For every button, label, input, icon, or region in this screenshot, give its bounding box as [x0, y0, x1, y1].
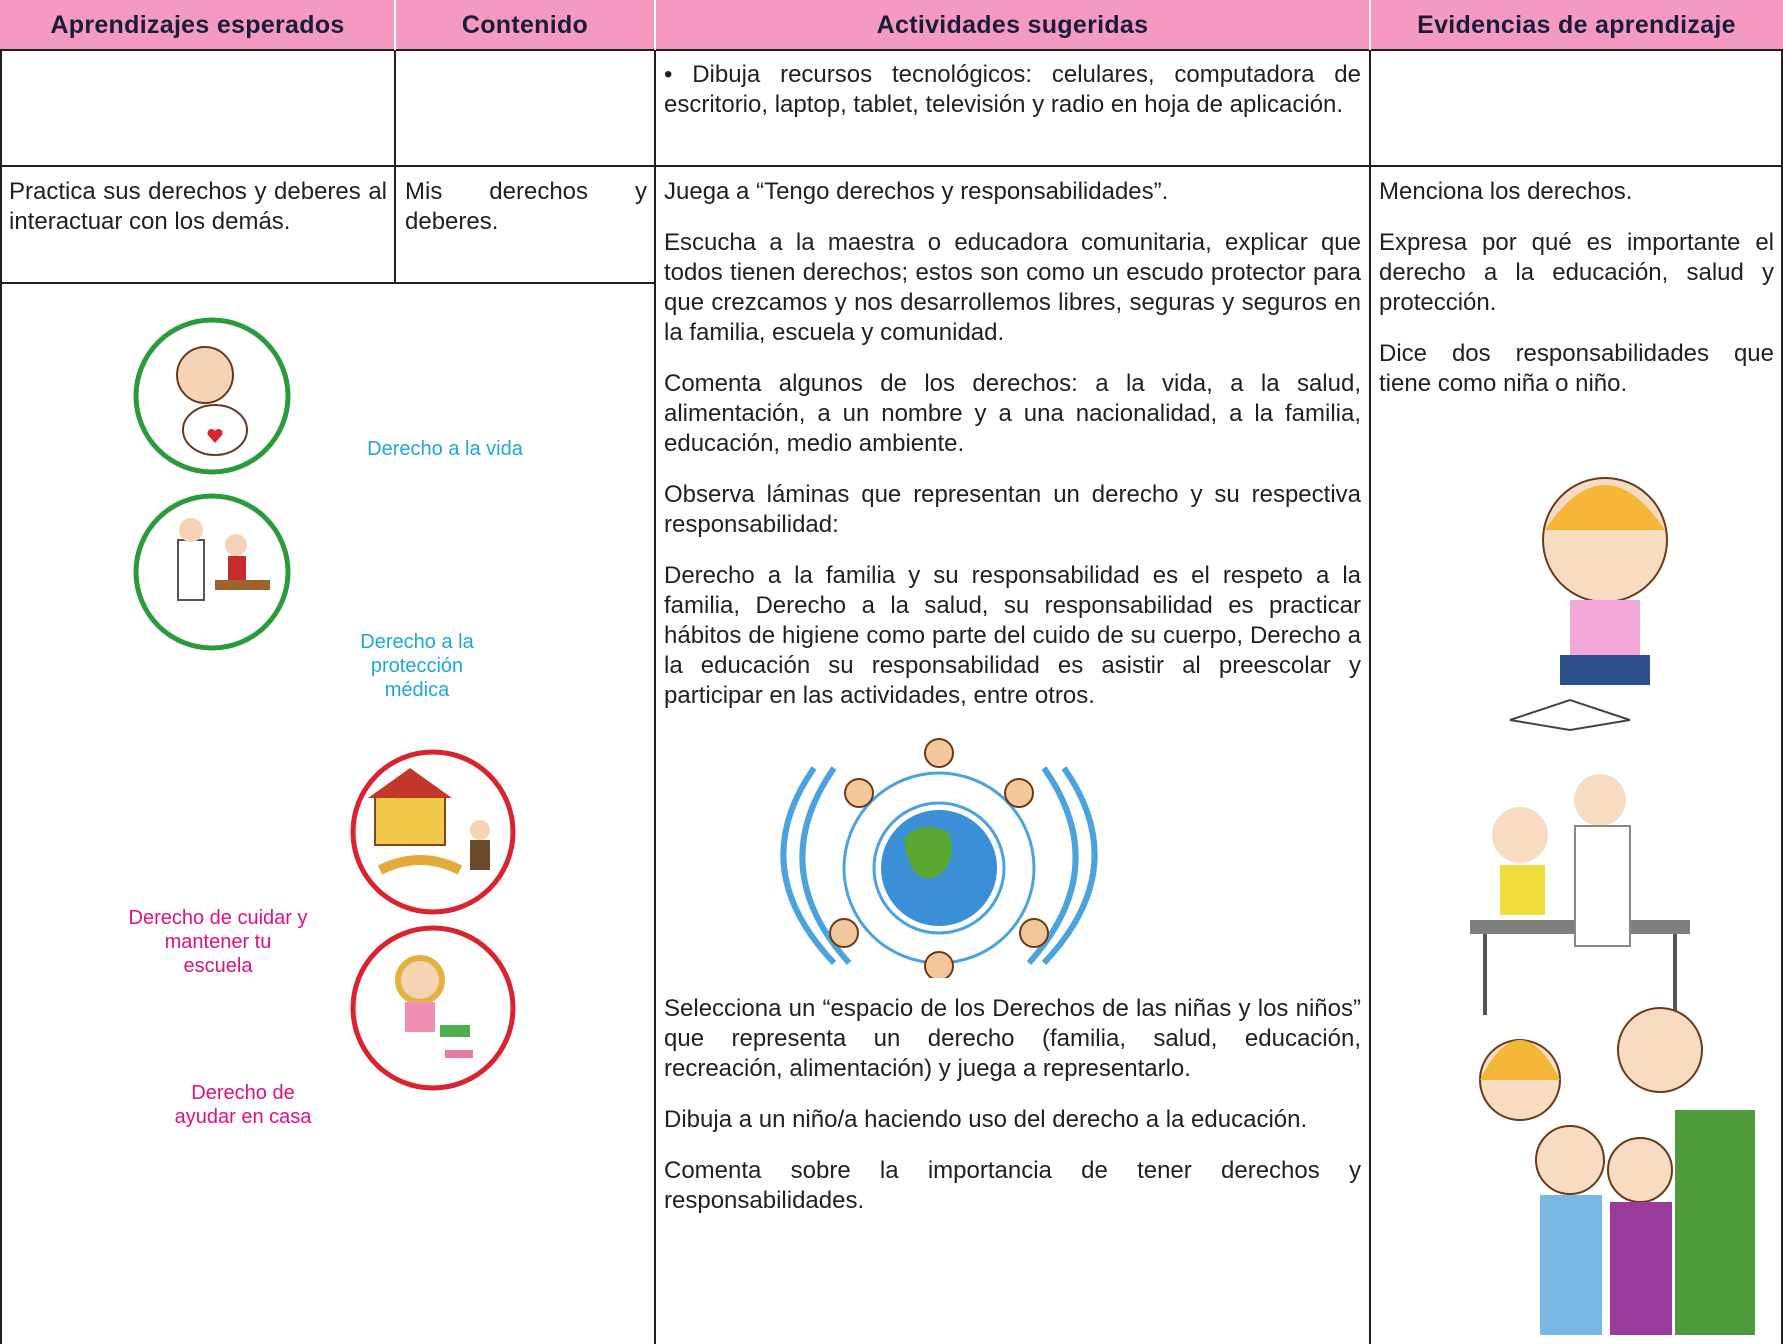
evidence: Menciona los derechos. Expresa por qué es…: [1379, 177, 1774, 420]
rule: [0, 49, 1783, 51]
header-divider: [654, 0, 656, 50]
activity-text: • Dibuja recursos tecnológicos: celulare…: [664, 61, 1361, 118]
header-cell: Aprendizajes esperados: [0, 0, 395, 50]
illustration-caption: Derecho de ayudar en casa: [174, 1082, 312, 1128]
activities-before: Juega a “Tengo derechos y responsabilida…: [664, 177, 1361, 711]
circle-icon: [133, 493, 291, 651]
paragraph: Derecho a la familia y su responsabilida…: [664, 562, 1361, 709]
evidence-illustrations: [1470, 477, 1755, 1335]
learning-text: Practica sus derechos y deberes al inter…: [9, 178, 387, 235]
header-cell: Actividades sugeridas: [655, 0, 1370, 50]
illustration-caption: Derecho de cuidar y mantener tu escuela: [128, 907, 308, 977]
illustrations: [133, 317, 516, 1091]
header-cell: Evidencias de aprendizaje: [1370, 0, 1783, 50]
doctor-child: [1470, 774, 1690, 1015]
un-emblem: [780, 738, 1098, 978]
paragraph: Dibuja a un niño/a haciendo uso del dere…: [664, 1106, 1308, 1133]
paragraph: Menciona los derechos.: [1379, 178, 1633, 205]
paragraph: Comenta sobre la importancia de tener de…: [664, 1157, 1361, 1214]
illustration-caption: Derecho a la vida: [367, 438, 523, 460]
circle-icon: [133, 317, 291, 475]
rule: [654, 0, 656, 1344]
rule: [1369, 0, 1371, 1344]
header-divider: [1369, 0, 1371, 50]
girl-reading: [1509, 477, 1668, 732]
activities-after: Selecciona un “espacio de los Derechos d…: [664, 994, 1361, 1216]
rule: [0, 165, 1783, 167]
activities: Juega a “Tengo derechos y responsabilida…: [664, 177, 1361, 1237]
paragraph: Dice dos responsabilidades que tiene com…: [1379, 340, 1774, 397]
paragraph: Juega a “Tengo derechos y responsabilida…: [664, 178, 1169, 205]
header-cell: Contenido: [395, 0, 655, 50]
paragraph: Observa láminas que representan un derec…: [664, 481, 1361, 538]
illustration-caption: Derecho a la protección médica: [360, 631, 474, 701]
rule: [0, 50, 2, 1344]
paragraph: Expresa por qué es importante el derecho…: [1379, 229, 1774, 316]
content-text: Mis derechos y deberes.: [405, 178, 647, 235]
rule: [394, 0, 396, 283]
header-divider: [394, 0, 396, 50]
paragraph: Escucha a la maestra o educadora comunit…: [664, 229, 1361, 346]
rule: [1781, 50, 1783, 1344]
family: [1479, 1007, 1755, 1335]
circle-icon: [350, 749, 516, 915]
circle-icon: [350, 925, 516, 1091]
rule: [0, 282, 655, 284]
paragraph: Comenta algunos de los derechos: a la vi…: [664, 370, 1361, 457]
paragraph: Selecciona un “espacio de los Derechos d…: [664, 995, 1361, 1082]
